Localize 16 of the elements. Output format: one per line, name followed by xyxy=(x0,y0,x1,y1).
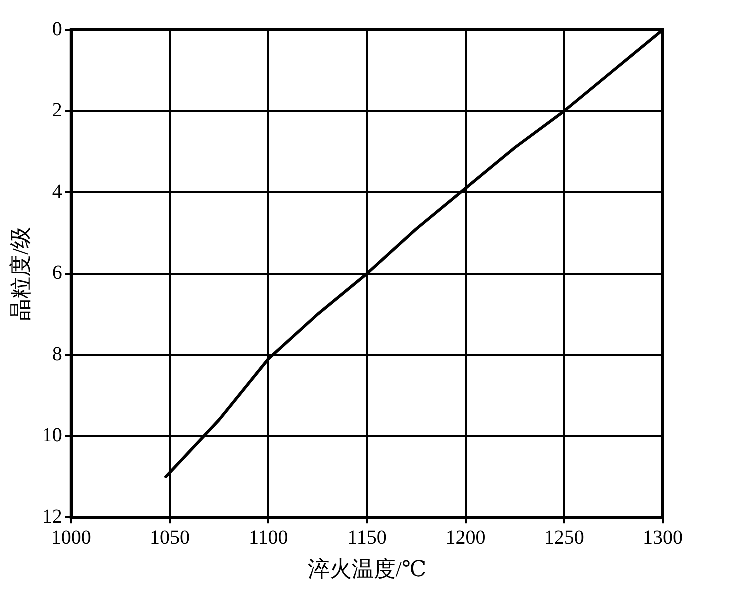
y-tick-label: 12 xyxy=(42,506,62,528)
y-tick-label: 0 xyxy=(52,18,62,40)
x-tick-label: 1000 xyxy=(51,526,92,549)
x-tick-label: 1050 xyxy=(150,526,190,549)
x-tick-label: 1150 xyxy=(348,526,387,549)
y-tick-label: 4 xyxy=(52,180,62,203)
x-tick-label: 1250 xyxy=(544,526,584,549)
y-tick-label: 6 xyxy=(52,262,62,284)
x-tick-label: 1100 xyxy=(248,526,288,549)
x-tick-label: 1200 xyxy=(446,526,486,549)
y-axis-title: 晶粒度/级 xyxy=(8,226,33,321)
x-tick-label: 1300 xyxy=(643,526,683,549)
y-tick-label: 2 xyxy=(52,100,62,122)
x-axis-title: 淬火温度/℃ xyxy=(308,556,427,582)
y-tick-label: 10 xyxy=(42,424,62,447)
y-tick-label: 8 xyxy=(52,343,62,366)
